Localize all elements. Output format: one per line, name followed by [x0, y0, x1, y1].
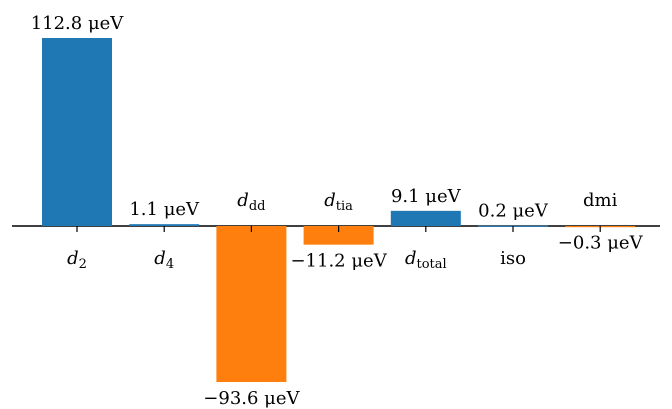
x-tick-label: ddd: [237, 190, 265, 214]
data-label: 0.2 μeV: [478, 201, 549, 222]
category-subscript: tia: [336, 199, 353, 214]
category-subscript: total: [416, 257, 446, 272]
data-label: 1.1 μeV: [129, 199, 200, 220]
data-label: 9.1 μeV: [391, 186, 462, 207]
x-tick-label: dmi: [583, 190, 618, 211]
x-tick-label: dtotal: [405, 248, 447, 272]
category-symbol: d: [405, 248, 417, 269]
data-label: 112.8 μeV: [31, 13, 125, 34]
category-subscript: 4: [166, 257, 174, 272]
x-tick-label: d2: [67, 248, 87, 272]
bar-marks: [42, 38, 636, 382]
bar: [390, 210, 461, 226]
bar: [303, 226, 374, 245]
category-symbol: d: [154, 248, 166, 269]
x-tick-label: dtia: [324, 190, 353, 214]
category-symbol: d: [324, 190, 336, 211]
category-symbol: d: [237, 190, 249, 211]
data-label: −11.2 μeV: [290, 251, 387, 272]
x-tick-label: iso: [500, 248, 526, 269]
x-tick-label: d4: [154, 248, 174, 272]
data-label: −0.3 μeV: [558, 233, 644, 254]
category-symbol: d: [67, 248, 79, 269]
category-subscript: dd: [249, 199, 266, 214]
bar: [129, 224, 200, 226]
data-label: −93.6 μeV: [203, 388, 300, 409]
category-subscript: 2: [79, 257, 87, 272]
bar: [216, 226, 287, 382]
bar: [42, 38, 112, 226]
